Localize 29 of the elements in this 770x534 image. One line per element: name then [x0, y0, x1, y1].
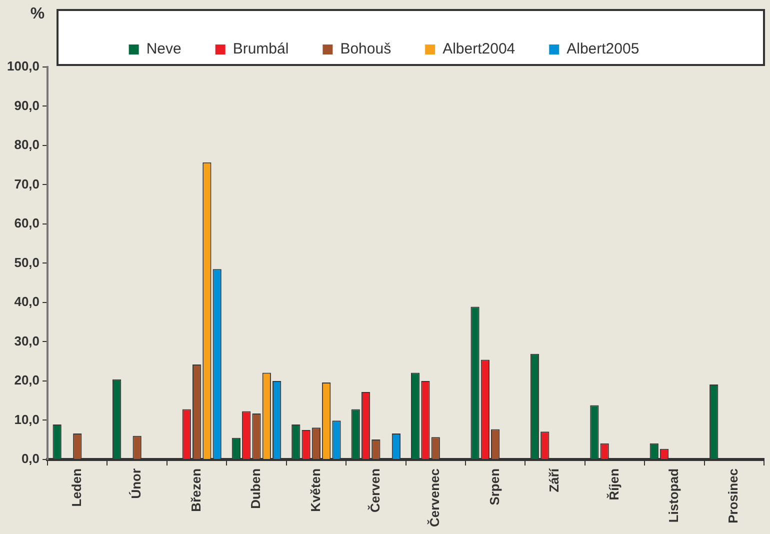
x-tick-label: Březen — [188, 468, 204, 512]
y-tick-label: 100,0 — [6, 58, 40, 74]
x-tick-label: Červen — [367, 468, 382, 513]
legend-label: Neve — [146, 40, 182, 58]
x-tick-label: Květen — [308, 468, 323, 512]
x-tick-label: Leden — [68, 468, 84, 507]
legend-label: Bohouš — [340, 40, 392, 58]
y-tick-label: 40,0 — [14, 294, 40, 310]
y-tick-label: 50,0 — [14, 254, 40, 270]
legend-label: Albert2005 — [566, 40, 640, 58]
x-tick-label: Prosinec — [726, 468, 741, 524]
x-tick-label: Září — [546, 468, 562, 492]
y-tick-label: 60,0 — [14, 216, 40, 231]
x-tick-label: Únor — [128, 468, 144, 499]
y-tick-label: 20,0 — [14, 372, 40, 388]
y-tick-label: 90,0 — [14, 98, 40, 113]
x-tick-label: Duben — [248, 468, 264, 509]
y-axis-title: % — [30, 5, 45, 22]
x-tick-label: Červenec — [427, 468, 442, 528]
y-tick-label: 30,0 — [14, 333, 40, 348]
y-tick-label: 0,0 — [21, 451, 40, 466]
x-tick-label: Říjen — [606, 468, 622, 500]
y-tick-label: 70,0 — [14, 176, 40, 192]
legend-label: Brumbál — [232, 40, 289, 58]
x-tick-label: Listopad — [666, 468, 682, 523]
y-tick-label: 10,0 — [14, 412, 40, 427]
x-tick-label: Srpen — [486, 468, 502, 506]
legend-label: Albert2004 — [442, 40, 516, 58]
y-tick-label: 80,0 — [14, 137, 40, 152]
